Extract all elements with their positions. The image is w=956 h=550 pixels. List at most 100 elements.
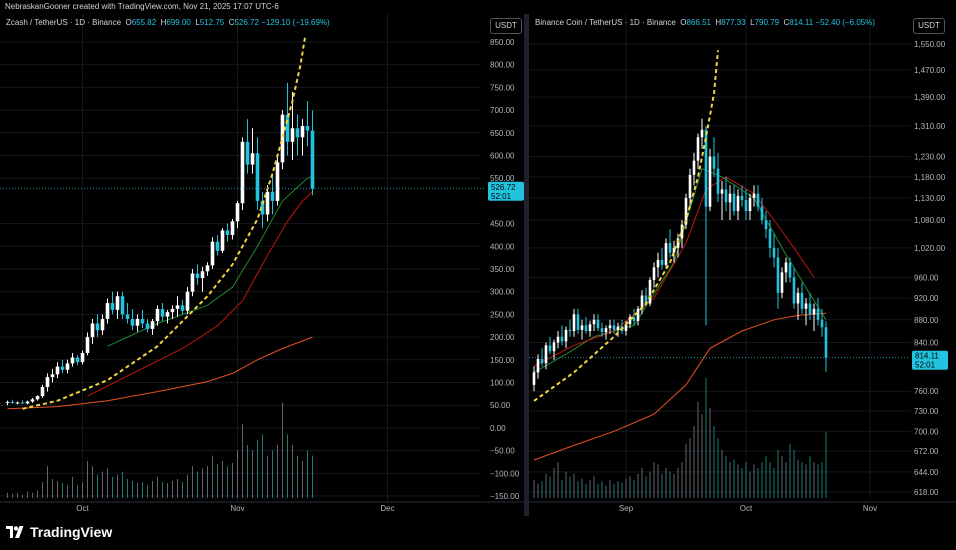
bnb-volume-bar (649, 471, 651, 498)
zcash-volume-bar (42, 482, 43, 498)
bnb-high-label: H (713, 18, 722, 27)
zcash-low-label: L (193, 18, 200, 27)
bnb-candle-body (776, 257, 780, 293)
top-bar: NebraskanGooner created with TradingView… (0, 0, 956, 14)
zcash-candle-body (150, 321, 155, 329)
bnb-volume-bar (637, 474, 639, 498)
bnb-y-tick-label: 880.00 (914, 316, 939, 325)
zcash-symbol: Zcash / TetherUS · 1D · Binance (6, 18, 122, 27)
zcash-candle-body (190, 273, 195, 292)
bnb-currency-button[interactable]: USDT (913, 18, 945, 34)
zcash-candle-body (110, 303, 115, 310)
zcash-candle-body (260, 200, 265, 215)
zcash-volume-bar (112, 476, 113, 498)
zcash-candle-body (270, 191, 275, 201)
zcash-y-tick-label: 400.00 (490, 242, 515, 251)
zcash-candle-body (250, 153, 255, 165)
zcash-candle-body (35, 396, 40, 400)
bnb-candle-body (592, 319, 596, 325)
zcash-currency-button[interactable]: USDT (490, 18, 522, 34)
bnb-volume-bar (765, 456, 767, 498)
bnb-x-tick-label: Nov (863, 504, 877, 513)
bnb-y-tick-label: 1,180.00 (914, 173, 946, 182)
bnb-y-tick-label: 1,080.00 (914, 216, 946, 225)
bnb-candle-body (556, 336, 560, 343)
zcash-x-tick-label: Oct (76, 504, 89, 513)
zcash-candle-body (65, 363, 70, 370)
bnb-candle-body (544, 345, 548, 364)
zcash-last-price-box (488, 181, 524, 201)
bnb-volume-bar (601, 481, 603, 498)
panel-divider[interactable] (524, 14, 529, 516)
bnb-volume-bar (537, 483, 539, 498)
bnb-candle-body (748, 197, 752, 212)
bnb-open-label: O (678, 18, 687, 27)
bnb-volume-bar (721, 450, 723, 498)
bnb-candle-body (740, 195, 744, 201)
zcash-candle-body (280, 114, 285, 163)
bnb-candle-body (812, 308, 816, 315)
zcash-volume-bar (297, 455, 298, 498)
bnb-countdown: 52:01 (915, 361, 936, 370)
bnb-volume-bar (545, 474, 547, 498)
zcash-y-tick-label: 850.00 (490, 38, 515, 47)
bnb-volume-bar (593, 476, 595, 498)
zcash-chart-svg[interactable]: 850.00 800.00 750.00 700.00 650.00 600.00 550.… (0, 14, 524, 516)
bnb-candle-body (784, 262, 788, 273)
zcash-y-tick-label: 0.00 (490, 424, 506, 433)
zcash-volume-bar (32, 492, 33, 498)
zcash-candle-body (25, 401, 30, 404)
bnb-volume-bar (821, 462, 823, 498)
bnb-chart-panel[interactable]: 1,550.00 1,470.00 1,390.00 1,310.00 1,230.00… (529, 14, 956, 516)
bnb-candle-body (560, 336, 564, 342)
bnb-chart-svg[interactable]: 1,550.00 1,470.00 1,390.00 1,310.00 1,230.00… (529, 14, 956, 516)
bnb-legend: Binance Coin / TetherUS · 1D · Binance O… (535, 18, 875, 27)
zcash-volume-bar (52, 478, 53, 498)
zcash-candle-body (15, 402, 20, 404)
zcash-chart-panel[interactable]: 850.00 800.00 750.00 700.00 650.00 600.00 550.… (0, 14, 524, 516)
zcash-volume-bar (47, 466, 48, 498)
tradingview-wordmark: TradingView (30, 524, 113, 540)
bnb-ma-long-line (533, 312, 827, 461)
bnb-candle-body (792, 277, 796, 304)
zcash-volume-bar (277, 445, 278, 498)
zcash-last-price-value: 526.72 (491, 183, 516, 192)
zcash-volume-bar (122, 471, 123, 498)
bnb-volume-bar (661, 474, 663, 498)
zcash-y-tick-label: 350.00 (490, 265, 515, 274)
bnb-volume-bar (597, 483, 599, 498)
zcash-volume-bar (172, 481, 173, 498)
bnb-volume-bar (581, 478, 583, 498)
zcash-y-tick-label: 250.00 (490, 310, 515, 319)
bnb-close: 814.11 (789, 18, 814, 27)
bnb-candle-body (616, 326, 620, 330)
tradingview-logo[interactable]: TradingView (6, 524, 112, 540)
zcash-volume-bar (57, 481, 58, 498)
zcash-y-tick-label: −50.00 (490, 447, 515, 456)
bnb-candle-body (608, 325, 612, 329)
zcash-volume-bar (312, 455, 313, 498)
zcash-y-tick-label: 450.00 (490, 220, 515, 229)
bnb-volume-bar (641, 468, 643, 498)
bnb-volume-bar (609, 480, 611, 498)
bnb-candle-body (700, 129, 704, 138)
bnb-volume-bar (813, 462, 815, 498)
bnb-candle-body (712, 156, 716, 169)
zcash-high-label: H (158, 18, 167, 27)
bnb-y-tick-label: 920.00 (914, 294, 939, 303)
zcash-candle-body (285, 114, 290, 142)
zcash-candle-body (275, 162, 280, 201)
zcash-candle-body (310, 130, 315, 189)
bnb-volume-bar (805, 464, 807, 498)
zcash-volume-bar (22, 494, 23, 498)
bnb-volume-bar (785, 462, 787, 498)
bnb-volume-bar (773, 468, 775, 498)
zcash-candle-body (185, 291, 190, 311)
zcash-ma-fast-line (107, 175, 313, 347)
bnb-candle-body (704, 129, 708, 207)
bnb-volume-bar (533, 480, 535, 498)
zcash-volume-bar (92, 466, 93, 498)
bnb-volume-bar (549, 476, 551, 498)
zcash-volume-bar (152, 481, 153, 498)
bnb-candle-body (540, 358, 544, 364)
